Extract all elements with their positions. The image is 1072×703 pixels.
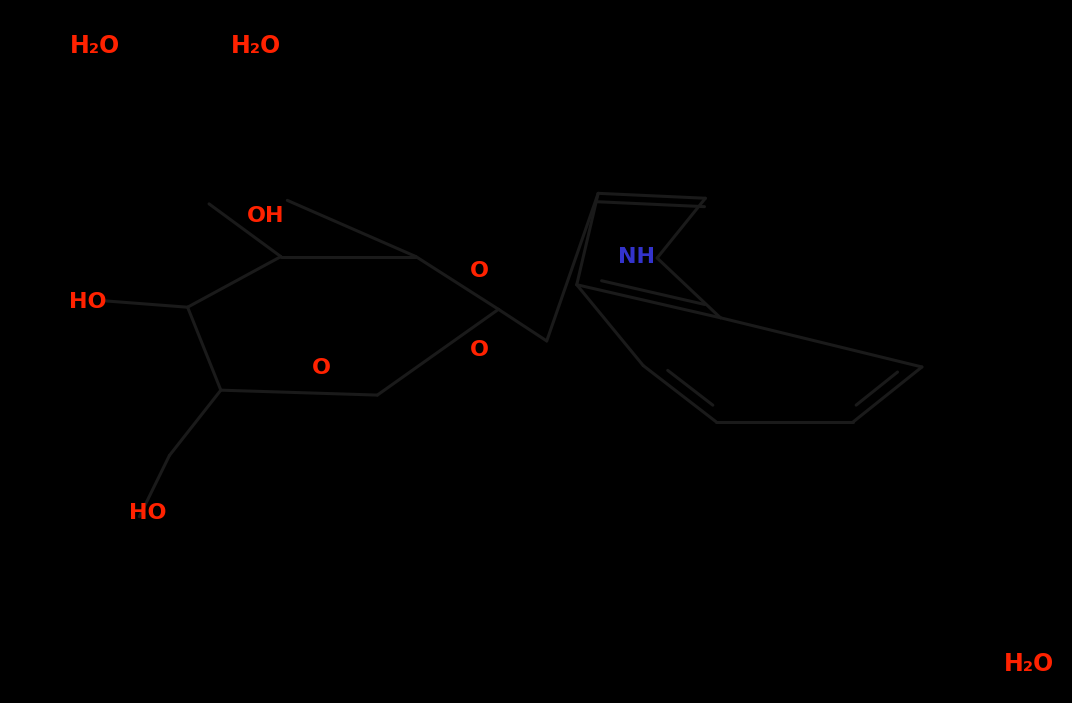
Text: HO: HO (130, 503, 166, 523)
Text: NH: NH (619, 247, 655, 266)
Text: O: O (470, 262, 489, 281)
Text: O: O (312, 359, 331, 378)
Text: OH: OH (248, 206, 284, 226)
Text: H₂O: H₂O (230, 34, 281, 58)
Text: H₂O: H₂O (1004, 652, 1054, 676)
Text: O: O (470, 340, 489, 360)
Text: H₂O: H₂O (70, 34, 120, 58)
Text: HO: HO (70, 292, 106, 312)
